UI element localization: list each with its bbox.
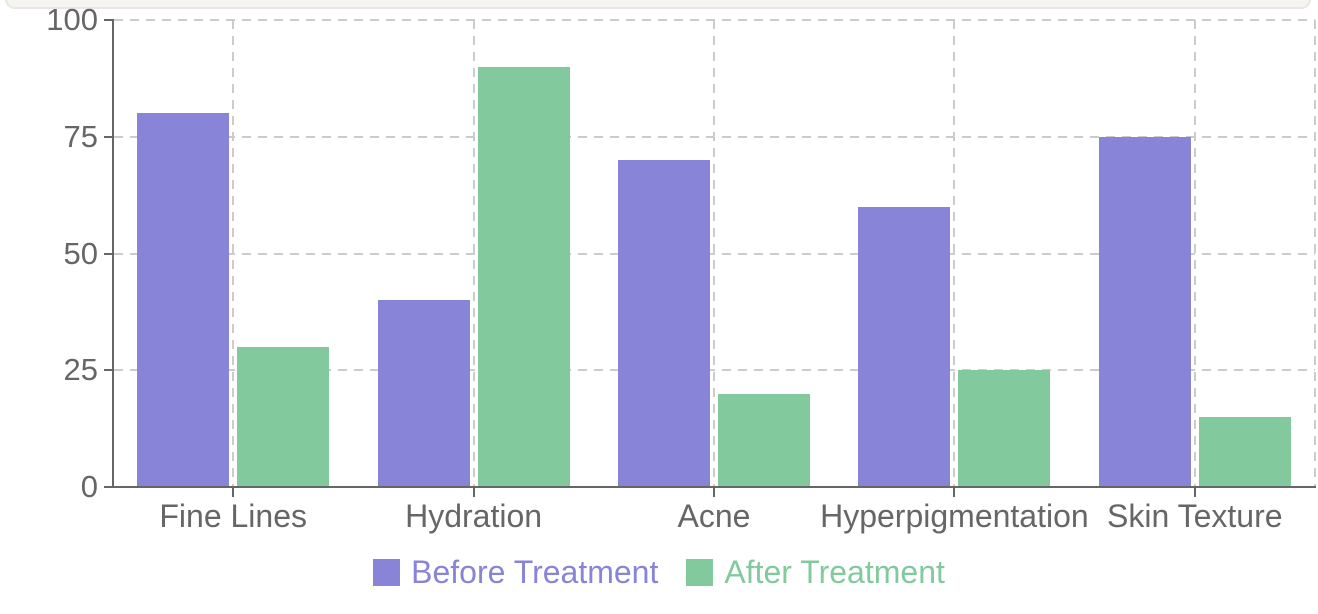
x-axis-tick-label: Fine Lines xyxy=(159,498,307,534)
bar-before-treatment-hydration[interactable] xyxy=(377,300,470,487)
x-tick-skin-texture xyxy=(1193,488,1196,497)
chart-legend: Before Treatment After Treatment xyxy=(0,552,1318,592)
legend-label: After Treatment xyxy=(724,554,945,590)
legend-item-after-treatment[interactable]: After Treatment xyxy=(686,554,945,590)
x-tick-hyperpigmentation xyxy=(953,488,956,497)
v-gridline-hyperpigmentation xyxy=(953,20,956,487)
x-tick-acne xyxy=(713,488,715,497)
x-tick-hydration xyxy=(472,488,475,497)
v-gridline-right-border xyxy=(1314,20,1316,487)
y-tick-75 xyxy=(104,135,113,138)
legend-item-before-treatment[interactable]: Before Treatment xyxy=(373,554,658,590)
y-axis-tick-label: 0 xyxy=(80,469,98,504)
bar-after-treatment-hyperpigmentation[interactable] xyxy=(958,370,1051,487)
legend-swatch-after-treatment xyxy=(686,558,714,586)
y-axis-tick-label: 100 xyxy=(46,2,98,37)
v-gridline-skin-texture xyxy=(1193,20,1196,487)
y-tick-25 xyxy=(104,369,113,372)
bar-before-treatment-fine-lines[interactable] xyxy=(137,113,230,487)
v-gridline-acne xyxy=(713,20,715,487)
y-tick-0 xyxy=(104,486,113,488)
bar-after-treatment-acne[interactable] xyxy=(718,393,810,487)
x-axis-tick-label: Acne xyxy=(677,498,751,534)
bar-before-treatment-acne[interactable] xyxy=(618,160,710,487)
y-axis-tick-label: 25 xyxy=(63,352,98,388)
v-gridline-fine-lines xyxy=(232,20,235,487)
bar-after-treatment-fine-lines[interactable] xyxy=(237,346,330,487)
y-tick-100 xyxy=(104,19,113,21)
legend-swatch-before-treatment xyxy=(373,558,401,586)
bar-before-treatment-skin-texture[interactable] xyxy=(1098,136,1191,487)
x-axis-line xyxy=(112,486,1316,488)
top-strip xyxy=(5,0,1311,9)
y-axis-line xyxy=(112,19,114,488)
y-axis-tick-label: 50 xyxy=(63,235,98,271)
x-tick-fine-lines xyxy=(232,488,235,497)
x-axis-tick-label: Skin Texture xyxy=(1107,498,1283,534)
bar-after-treatment-skin-texture[interactable] xyxy=(1198,416,1291,487)
bar-before-treatment-hyperpigmentation[interactable] xyxy=(858,206,951,487)
y-tick-50 xyxy=(104,252,113,255)
x-axis-tick-label: Hydration xyxy=(405,498,543,534)
x-axis-tick-label: Hyperpigmentation xyxy=(820,498,1089,534)
bar-after-treatment-hydration[interactable] xyxy=(477,66,570,487)
legend-label: Before Treatment xyxy=(411,554,659,590)
y-axis-tick-label: 75 xyxy=(63,118,98,154)
v-gridline-hydration xyxy=(472,20,475,487)
